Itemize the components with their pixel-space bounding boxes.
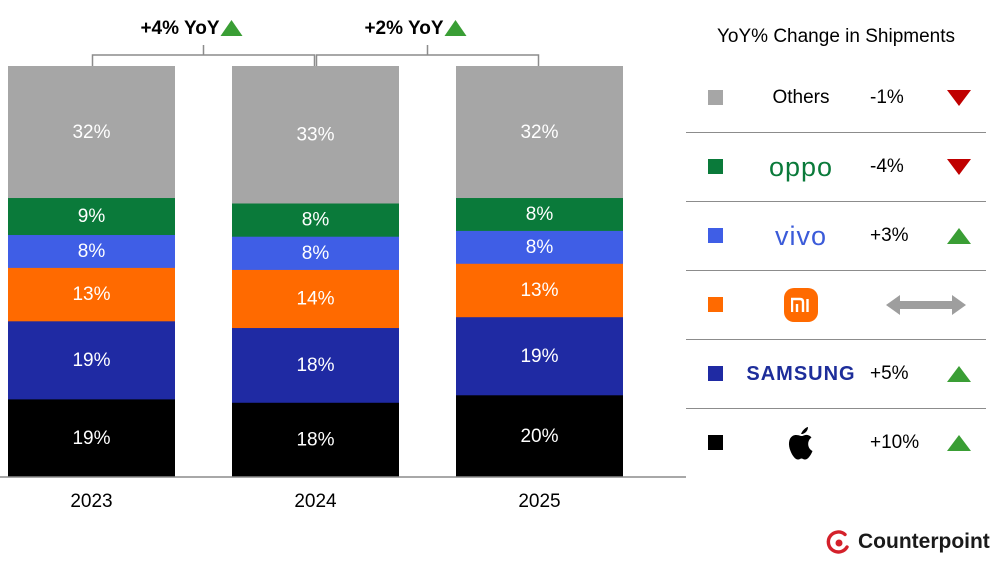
bar-samsung-2025 bbox=[456, 316, 623, 396]
samsung-logo: SAMSUNG bbox=[746, 362, 856, 385]
yoy-bracket bbox=[91, 45, 316, 66]
legend-row-xiaomi bbox=[686, 270, 986, 339]
bar-oppo-2025 bbox=[456, 197, 623, 231]
legend-change-oppo: -4% bbox=[870, 156, 904, 177]
bar-apple-2023 bbox=[8, 398, 175, 478]
bar-others-2023 bbox=[8, 66, 175, 199]
bar-xiaomi-2024 bbox=[232, 269, 399, 329]
data-label-samsung-2025: 19% bbox=[520, 346, 558, 367]
yoy-label: +2% YoY bbox=[364, 18, 443, 39]
legend-row-vivo: vivo +3% bbox=[686, 201, 986, 270]
legend-swatch-vivo bbox=[708, 228, 723, 243]
data-label-xiaomi-2025: 13% bbox=[520, 280, 558, 301]
data-label-xiaomi-2023: 13% bbox=[72, 284, 110, 305]
data-label-others-2025: 32% bbox=[520, 122, 558, 143]
bar-samsung-2024 bbox=[232, 327, 399, 403]
xiaomi-mi-icon bbox=[784, 288, 818, 322]
yoy-bracket bbox=[315, 45, 540, 66]
bar-vivo-2025 bbox=[456, 230, 623, 264]
yoy-label: +4% YoY bbox=[140, 18, 219, 39]
bar-oppo-2023 bbox=[8, 197, 175, 236]
data-label-samsung-2024: 18% bbox=[296, 355, 334, 376]
bar-xiaomi-2025 bbox=[456, 263, 623, 318]
legend-row-apple: +10% bbox=[686, 408, 986, 477]
up-triangle-icon bbox=[942, 340, 976, 408]
down-triangle-icon bbox=[942, 64, 976, 132]
bar-oppo-2024 bbox=[232, 203, 399, 237]
legend-change-apple: +10% bbox=[870, 432, 920, 453]
bar-vivo-2023 bbox=[8, 234, 175, 268]
x-tick-label-2023: 2023 bbox=[70, 491, 112, 512]
data-label-others-2024: 33% bbox=[296, 125, 334, 146]
data-label-oppo-2023: 9% bbox=[78, 206, 106, 227]
xiaomi-logo bbox=[746, 271, 856, 339]
data-label-apple-2023: 19% bbox=[72, 428, 110, 449]
bar-apple-2024 bbox=[232, 402, 399, 478]
bar-others-2024 bbox=[232, 66, 399, 204]
counterpoint-mark-icon bbox=[826, 530, 849, 554]
data-label-others-2023: 32% bbox=[72, 122, 110, 143]
data-label-vivo-2025: 8% bbox=[526, 237, 554, 258]
legend-row-others: Others -1% bbox=[686, 64, 986, 132]
data-label-samsung-2023: 19% bbox=[72, 350, 110, 371]
bar-apple-2025 bbox=[456, 394, 623, 478]
legend-swatch-oppo bbox=[708, 159, 723, 174]
data-label-vivo-2023: 8% bbox=[78, 241, 106, 262]
down-triangle-icon bbox=[942, 133, 976, 201]
legend-swatch-others bbox=[708, 90, 723, 105]
legend-swatch-xiaomi bbox=[708, 297, 723, 312]
oppo-logo: oppo bbox=[768, 151, 834, 182]
up-triangle-icon bbox=[444, 20, 467, 36]
up-triangle-icon bbox=[220, 20, 243, 36]
legend-title: YoY% Change in Shipments bbox=[716, 26, 955, 47]
up-triangle-icon bbox=[942, 202, 976, 270]
bar-others-2025 bbox=[456, 66, 623, 199]
counterpoint-logo: Counterpoint bbox=[826, 527, 990, 557]
legend-row-oppo: oppo -4% bbox=[686, 132, 986, 201]
data-label-oppo-2024: 8% bbox=[302, 210, 330, 231]
vivo-logo: vivo bbox=[774, 220, 827, 251]
legend-row-samsung: SAMSUNG +5% bbox=[686, 339, 986, 408]
brand-others-label: Others bbox=[772, 87, 830, 108]
data-label-apple-2025: 20% bbox=[520, 426, 558, 447]
data-label-vivo-2024: 8% bbox=[302, 243, 330, 264]
data-label-apple-2024: 18% bbox=[296, 430, 334, 451]
stacked-bar-chart: 19% 19% 13% 8% 9% 32% 18% 18% 14% 8% 8% 33% 20% 19% 13… bbox=[0, 18, 686, 512]
bar-vivo-2024 bbox=[232, 236, 399, 270]
data-label-xiaomi-2024: 14% bbox=[296, 288, 334, 309]
up-triangle-icon bbox=[942, 409, 976, 477]
x-tick-label-2024: 2024 bbox=[294, 491, 337, 512]
apple-logo-icon bbox=[746, 409, 856, 477]
bar-xiaomi-2023 bbox=[8, 267, 175, 322]
legend-panel: YoY% Change in Shipments Others -1% oppo… bbox=[686, 0, 986, 480]
yoy-annotation-2023-2024: +4% YoY bbox=[91, 18, 316, 66]
counterpoint-logo-text: Counterpoint bbox=[858, 530, 990, 553]
legend-change-others: -1% bbox=[870, 87, 904, 108]
x-tick-label-2025: 2025 bbox=[518, 491, 560, 512]
legend-change-vivo: +3% bbox=[870, 225, 909, 246]
legend-swatch-apple bbox=[708, 435, 723, 450]
no-change-double-arrow-icon bbox=[886, 293, 966, 322]
legend-change-samsung: +5% bbox=[870, 363, 909, 384]
data-label-oppo-2025: 8% bbox=[526, 204, 554, 225]
bar-samsung-2023 bbox=[8, 320, 175, 400]
legend-swatch-samsung bbox=[708, 366, 723, 381]
yoy-annotation-2024-2025: +2% YoY bbox=[315, 18, 540, 66]
